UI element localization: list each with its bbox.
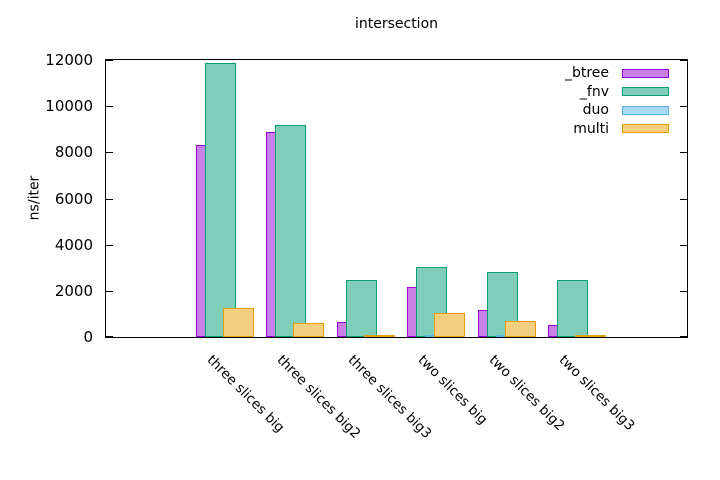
y-tick-mark: [106, 245, 113, 246]
y-tick-mark: [680, 245, 687, 246]
legend-item-fnv: _fnv: [565, 83, 669, 102]
bar-multi-5: [575, 335, 606, 337]
y-tick-mark: [106, 336, 113, 337]
bar-multi-2: [364, 335, 395, 337]
y-tick-label: 10000: [45, 97, 93, 115]
bar-fnv-5: [557, 280, 588, 337]
y-tick-mark: [680, 106, 687, 107]
legend-swatch: [622, 87, 669, 97]
y-tick-mark: [106, 199, 113, 200]
y-tick-label: 12000: [45, 51, 93, 69]
y-tick-label: 0: [83, 328, 93, 346]
legend-label: _fnv: [579, 83, 609, 100]
y-tick-mark: [680, 291, 687, 292]
y-tick-mark: [680, 199, 687, 200]
y-tick-label: 2000: [54, 282, 93, 300]
x-category-label: two slices big: [414, 352, 491, 428]
x-category-label: two slices big3: [555, 352, 638, 434]
bar-fnv-0: [205, 63, 236, 337]
legend-item-btree: _btree: [565, 64, 669, 83]
chart-title: intersection: [354, 16, 439, 32]
y-tick-mark: [680, 60, 687, 61]
bar-multi-4: [505, 321, 536, 337]
legend-label: _btree: [564, 65, 609, 82]
y-tick-mark: [106, 152, 113, 153]
bar-multi-3: [434, 313, 465, 337]
x-category-label: two slices big2: [485, 352, 568, 434]
y-tick-mark: [680, 152, 687, 153]
y-tick-mark: [106, 291, 113, 292]
bar-fnv-1: [275, 125, 306, 337]
legend-item-multi: multi: [565, 120, 669, 139]
bar-fnv-2: [346, 280, 377, 337]
legend-swatch: [622, 68, 669, 78]
bar-multi-1: [293, 323, 324, 337]
y-tick-label: 4000: [54, 236, 93, 254]
legend-label: multi: [573, 120, 609, 137]
legend-swatch: [622, 105, 669, 115]
y-tick-mark: [106, 106, 113, 107]
legend-label: duo: [582, 102, 609, 119]
legend-item-duo: duo: [565, 101, 669, 120]
y-tick-label: 8000: [54, 143, 93, 161]
legend-swatch: [622, 124, 669, 134]
y-tick-mark: [106, 60, 113, 61]
y-tick-mark: [680, 336, 687, 337]
bar-multi-0: [223, 308, 254, 337]
y-tick-label: 6000: [54, 190, 93, 208]
